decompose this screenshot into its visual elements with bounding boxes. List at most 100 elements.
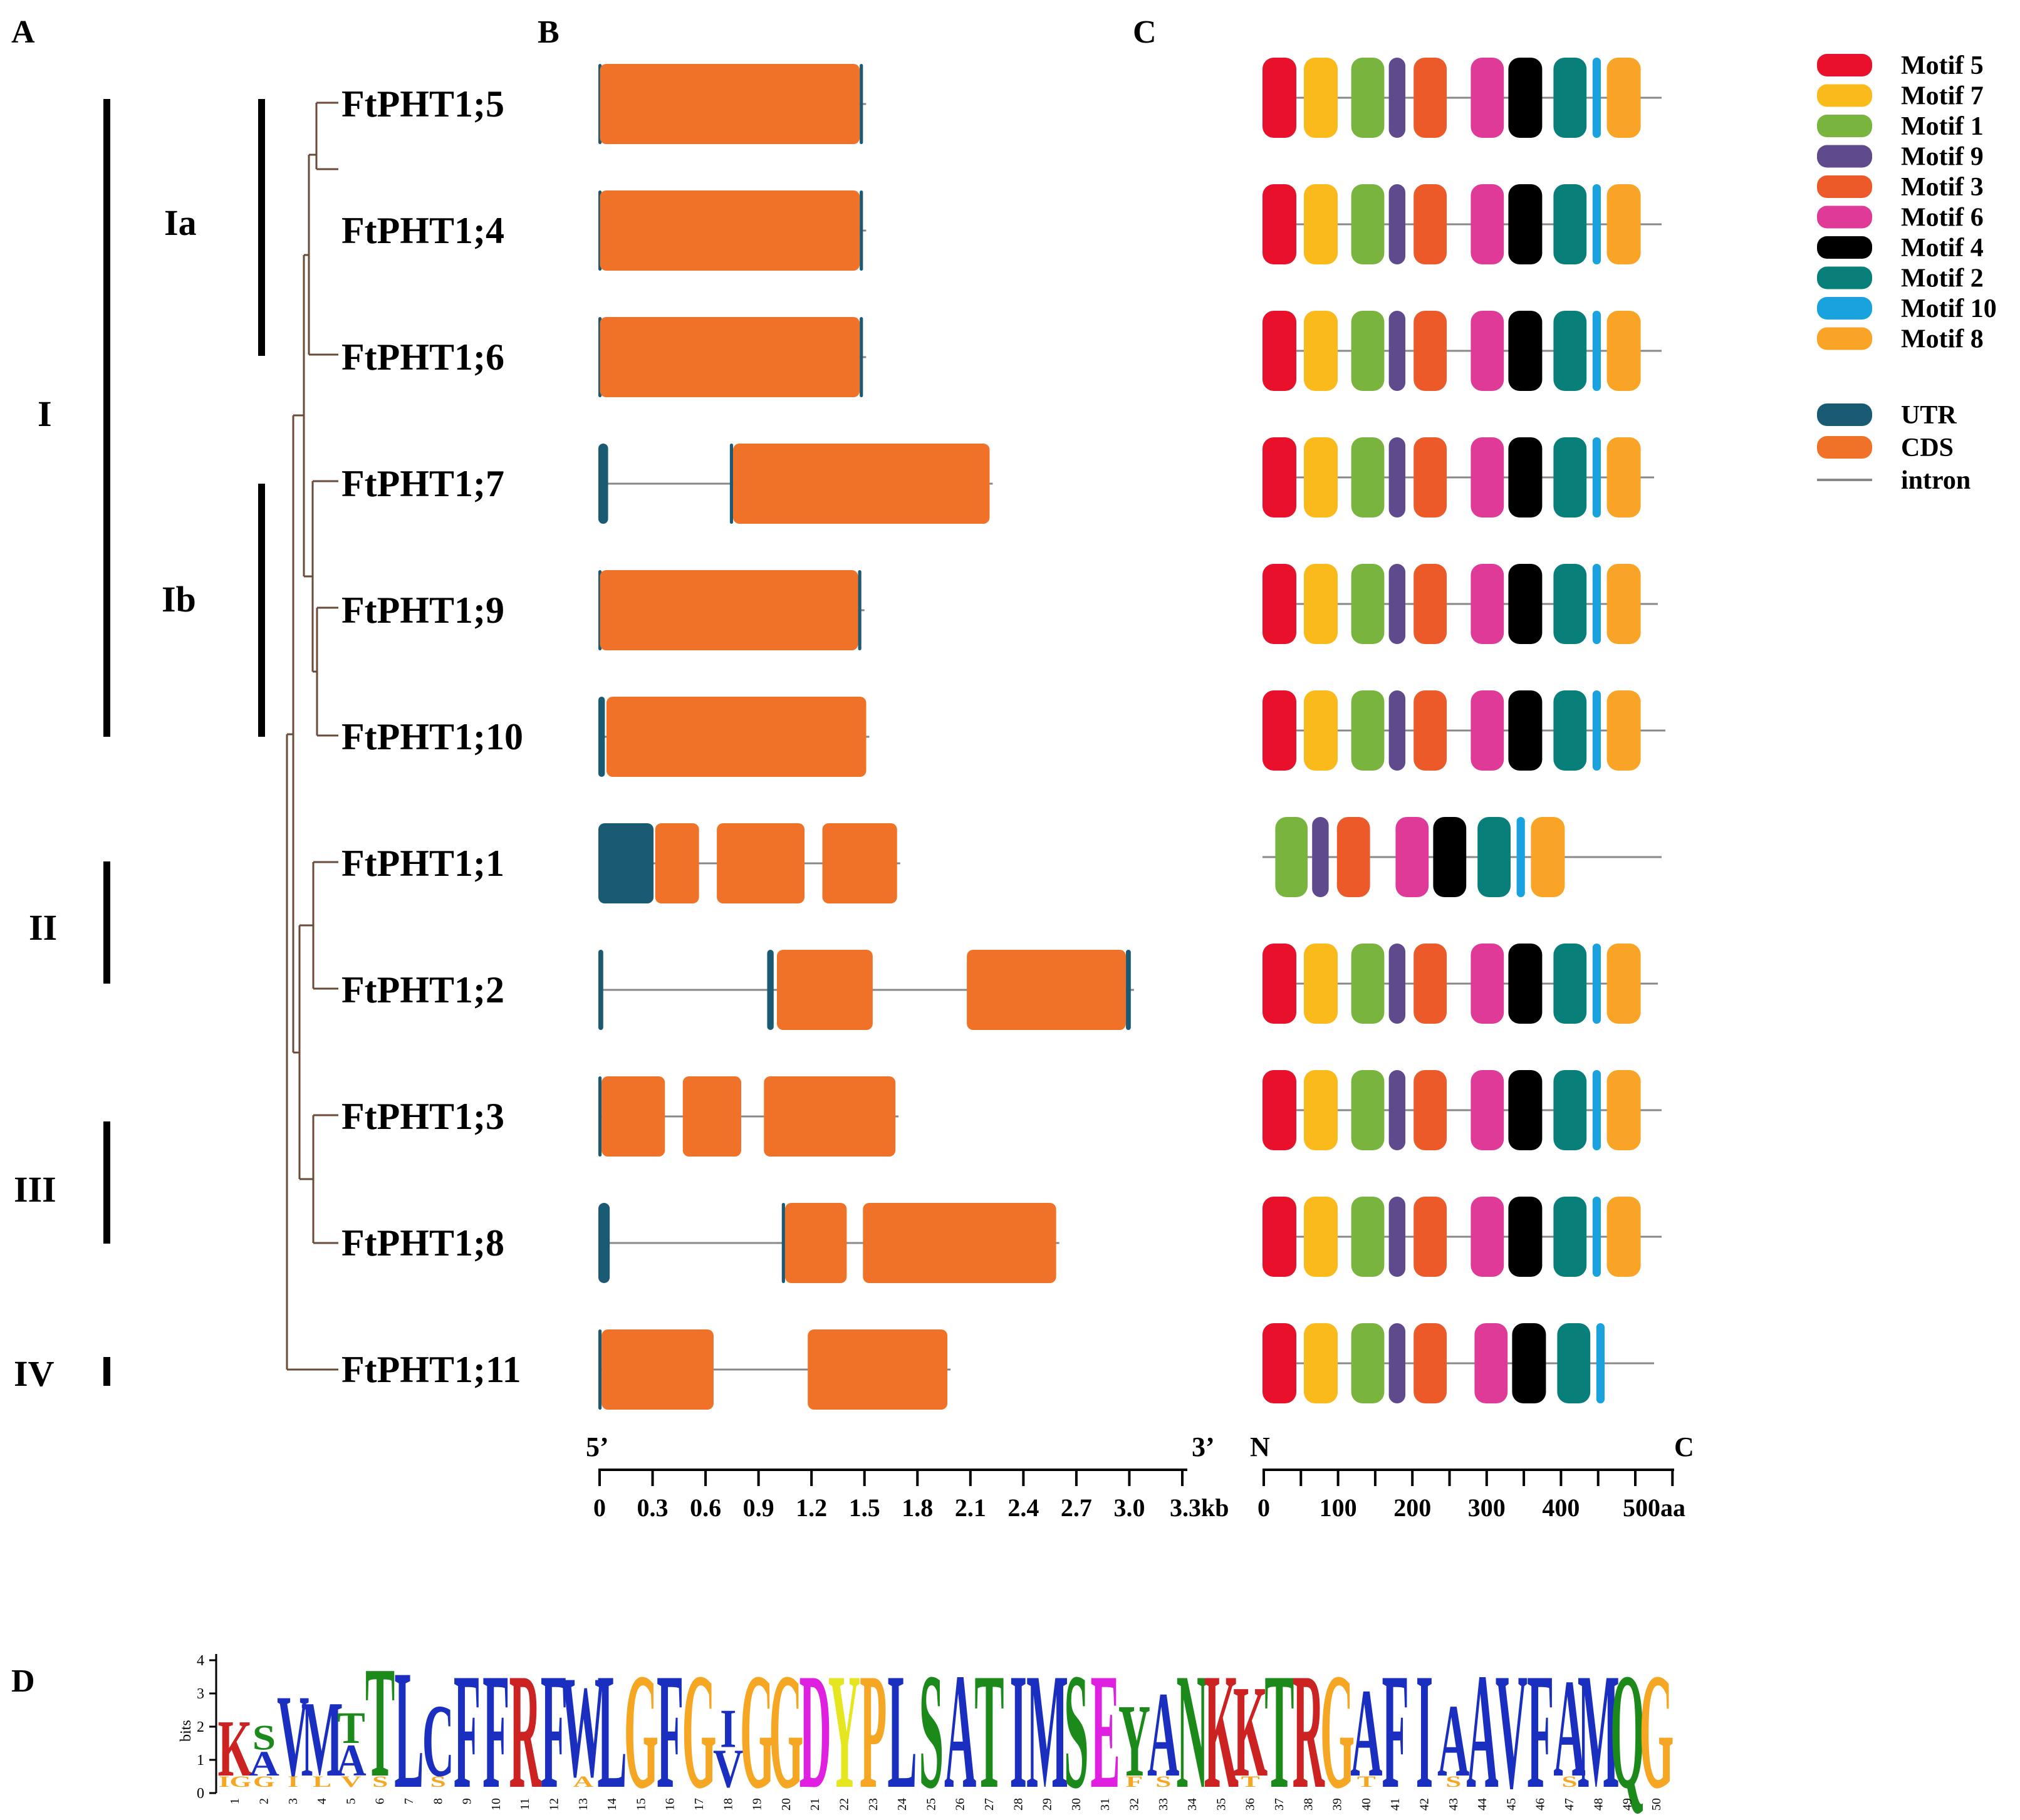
motif-box — [1304, 1197, 1338, 1277]
logo-position-number: 24 — [895, 1798, 909, 1811]
logo-letter: S — [919, 1639, 944, 1820]
logo-position-number: 49 — [1621, 1798, 1635, 1811]
logo-position-number: 28 — [1011, 1798, 1025, 1811]
motif-box — [1553, 311, 1587, 391]
cds-box — [601, 1076, 665, 1157]
clade-bar-iv — [103, 1357, 110, 1386]
cds-box — [600, 570, 858, 650]
logo-position-number: 1 — [228, 1798, 242, 1804]
logo-letter: G — [624, 1639, 659, 1820]
clade-bar-ib — [258, 484, 265, 737]
logo-ytick-label: 1 — [197, 1752, 204, 1769]
logo-letter: I — [1416, 1639, 1434, 1820]
logo-letter: L — [394, 1636, 424, 1820]
legend-label: CDS — [1901, 434, 1954, 462]
motif-box — [1471, 690, 1504, 771]
logo-position-number: 21 — [808, 1798, 822, 1811]
logo-letter: M — [301, 1679, 343, 1799]
logo-letter: F — [454, 1639, 481, 1820]
motif-box — [1508, 1197, 1543, 1277]
utr-box — [598, 444, 608, 524]
legend-swatch — [1817, 327, 1872, 350]
logo-position-number: 26 — [954, 1798, 967, 1811]
cds-box — [717, 823, 805, 903]
protein-axis-c: C — [1674, 1432, 1694, 1462]
gene-axis-tick-label: 1.5 — [849, 1494, 880, 1522]
gene-axis-tick-label: 0 — [593, 1494, 606, 1522]
motif-box — [1351, 184, 1385, 264]
motif-box — [1606, 184, 1641, 264]
logo-position-number: 30 — [1070, 1798, 1083, 1811]
protein-axis-tick-label: 0 — [1257, 1494, 1270, 1522]
motif-box — [1304, 690, 1338, 771]
motif-box — [1471, 564, 1504, 644]
motif-box — [1471, 437, 1504, 517]
clade-bar-i — [103, 99, 110, 737]
motif-box — [1553, 564, 1587, 644]
motif-box — [1413, 437, 1447, 517]
motif-box — [1553, 437, 1587, 517]
logo-letter: Y — [828, 1639, 860, 1820]
logo-letter: V — [713, 1737, 744, 1799]
motif-box — [1553, 690, 1587, 771]
motif-box — [1508, 311, 1543, 391]
gene-label: FtPHT1;1 — [341, 843, 504, 884]
motif-box — [1413, 1323, 1447, 1403]
motif-box — [1471, 58, 1504, 138]
motif-box — [1592, 564, 1601, 644]
logo-ytick-label: 3 — [197, 1686, 204, 1702]
gene-axis-tick-label: 2.4 — [1007, 1494, 1039, 1522]
logo-letter: L — [887, 1639, 917, 1820]
motif-box — [1413, 564, 1447, 644]
gene-label: FtPHT1;8 — [341, 1222, 504, 1264]
utr-box — [858, 570, 862, 650]
gene-axis-tick-label: 0.3 — [637, 1494, 669, 1522]
utr-box — [598, 823, 654, 903]
cds-box — [784, 1203, 847, 1283]
legend-label: intron — [1901, 466, 1971, 495]
motif-box — [1388, 437, 1405, 517]
motif-box — [1413, 58, 1447, 138]
logo-position-number: 5 — [344, 1798, 358, 1804]
logo-letter: G — [1639, 1639, 1674, 1820]
logo-letter: L — [597, 1639, 627, 1820]
clade-label-iv: IV — [14, 1353, 55, 1394]
motif-box — [1508, 1070, 1543, 1150]
logo-position-number: 12 — [547, 1798, 561, 1811]
logo-position-number: 29 — [1041, 1798, 1054, 1811]
logo-position-number: 31 — [1098, 1798, 1112, 1811]
motif-box — [1262, 184, 1296, 264]
motif-box — [1553, 944, 1587, 1024]
logo-letter-minor: S — [1561, 1773, 1577, 1791]
logo-letter: E — [1090, 1639, 1120, 1820]
gene-axis-tick-label: 0.9 — [743, 1494, 774, 1522]
gene-axis-tick-label: 3.0 — [1113, 1494, 1145, 1522]
logo-position-number: 40 — [1360, 1798, 1373, 1811]
legend-swatch — [1817, 205, 1872, 229]
gene-label: FtPHT1;5 — [341, 83, 504, 125]
logo-letter: A — [1437, 1683, 1469, 1799]
motif-box — [1262, 1070, 1296, 1150]
logo-position-number: 13 — [576, 1798, 590, 1811]
motif-box — [1471, 944, 1504, 1024]
utr-box — [598, 1203, 610, 1283]
logo-letter-minor: G — [253, 1773, 275, 1791]
motif-box — [1508, 58, 1543, 138]
protein-axis-tick-label: 400 — [1542, 1494, 1580, 1522]
cds-box — [822, 823, 897, 903]
logo-letter: A — [249, 1744, 279, 1784]
logo-letter: T — [337, 1703, 365, 1754]
motif-box — [1553, 1070, 1587, 1150]
logo-letter-minor: S — [1445, 1773, 1461, 1791]
legend-swatch — [1817, 297, 1872, 320]
motif-box — [1512, 1323, 1546, 1403]
motif-box — [1471, 1070, 1504, 1150]
gene-axis-3prime: 3’ — [1192, 1432, 1215, 1462]
motif-box — [1388, 564, 1405, 644]
logo-letter-minor: T — [1241, 1773, 1260, 1791]
logo-position-number: 35 — [1214, 1798, 1228, 1811]
logo-letter-minor: T — [1357, 1773, 1376, 1791]
protein-axis-tick-label: 100 — [1320, 1494, 1357, 1522]
cds-box — [600, 317, 860, 397]
